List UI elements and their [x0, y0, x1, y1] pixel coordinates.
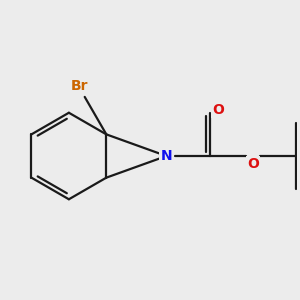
Text: O: O — [247, 158, 259, 171]
Text: N: N — [160, 149, 172, 163]
Text: O: O — [212, 103, 224, 117]
Text: Br: Br — [71, 79, 89, 93]
